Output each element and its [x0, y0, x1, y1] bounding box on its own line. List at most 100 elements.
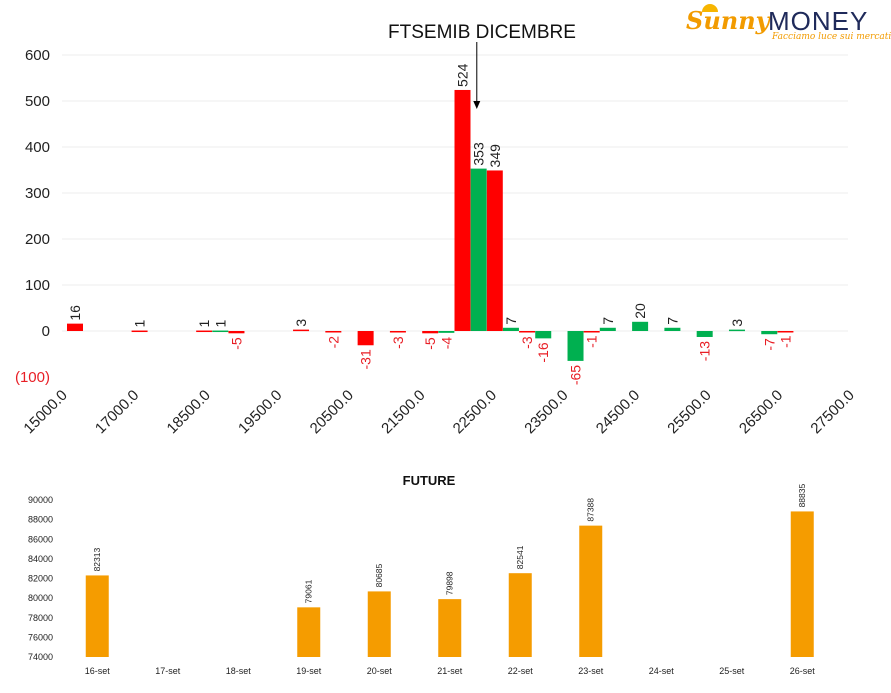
- brand-tagline: Facciamo luce sui mercati: [772, 32, 891, 42]
- data-label: -4: [438, 337, 454, 350]
- brand-name-part2: MONEY: [768, 6, 869, 36]
- y-tick-label: 600: [25, 47, 50, 64]
- y-tick-label: 90000: [28, 495, 53, 505]
- y-tick-label: 76000: [28, 632, 53, 642]
- data-label: 88835: [797, 484, 807, 508]
- bar: [196, 330, 213, 333]
- bar: [438, 331, 455, 333]
- y-tick-label: 78000: [28, 613, 53, 623]
- x-tick-label: 21500.0: [378, 387, 428, 437]
- data-label: 79061: [304, 579, 314, 603]
- y-tick-label: 200: [25, 231, 50, 248]
- x-tick-label: 22-set: [508, 666, 534, 676]
- bar: [454, 89, 471, 332]
- data-label: 524: [455, 63, 471, 87]
- bar: [367, 591, 391, 657]
- y-tick-label: 82000: [28, 574, 53, 584]
- data-label: -1: [584, 335, 600, 348]
- bar: [486, 170, 503, 331]
- bar: [519, 331, 536, 333]
- x-tick-label: 16-set: [85, 666, 111, 676]
- data-label: -3: [519, 336, 535, 349]
- brand-logo: Sunny MONEY Facciamo luce sui mercati: [684, 4, 891, 44]
- y-tick-label: 74000: [28, 652, 53, 662]
- x-tick-label: 19500.0: [235, 387, 285, 437]
- data-label: -7: [761, 338, 777, 351]
- data-label: -16: [535, 342, 551, 362]
- data-label: -31: [358, 349, 374, 369]
- data-label: -13: [697, 341, 713, 361]
- y-tick-label: 88000: [28, 515, 53, 525]
- bar: [389, 331, 406, 333]
- bar: [599, 327, 616, 331]
- brand-name-part1: Sunny: [686, 6, 770, 35]
- data-label: -5: [228, 337, 244, 350]
- bar: [761, 331, 778, 335]
- data-label: -1: [777, 335, 793, 348]
- open-interest-chart: (100) 0 100 200 300 400 500 600 FTSEMIB DICEMBRE…: [15, 22, 858, 437]
- x-tick-label: 21-set: [437, 666, 463, 676]
- x-tick-label: 24-set: [649, 666, 675, 676]
- chart-title: FTSEMIB DICEMBRE: [388, 22, 576, 43]
- data-label: 349: [487, 144, 503, 168]
- x-tick-label: 26-set: [790, 666, 816, 676]
- sun-icon: [702, 4, 718, 12]
- x-tick-label: 18-set: [226, 666, 252, 676]
- data-label: 16: [67, 305, 83, 321]
- data-label: 7: [503, 317, 519, 325]
- bar: [293, 329, 310, 332]
- data-label: 3: [293, 319, 309, 327]
- data-label: 7: [664, 317, 680, 325]
- bar: [357, 331, 374, 346]
- data-label: 80685: [374, 563, 384, 587]
- bar: [696, 331, 713, 337]
- y-tick-label: 86000: [28, 534, 53, 544]
- bar: [67, 323, 83, 331]
- data-label: 1: [212, 320, 228, 328]
- bar: [228, 331, 245, 334]
- x-tick-label: 18500.0: [164, 387, 214, 437]
- x-tick-label: 17-set: [155, 666, 181, 676]
- data-label: 82313: [92, 548, 102, 572]
- y-tick-label: 100: [25, 277, 50, 294]
- bar: [508, 573, 532, 657]
- data-label: 1: [196, 320, 212, 328]
- bar: [438, 599, 462, 657]
- x-tick-label: 20-set: [367, 666, 393, 676]
- y-tick-label: 300: [25, 185, 50, 202]
- bar: [470, 168, 487, 331]
- chart-title: FUTURE: [403, 473, 456, 488]
- bar: [583, 331, 600, 333]
- bar: [131, 330, 148, 333]
- y-tick-label: 84000: [28, 554, 53, 564]
- data-label: -5: [422, 337, 438, 350]
- bar: [567, 331, 584, 361]
- y-tick-label: 400: [25, 139, 50, 156]
- data-label: 3: [729, 319, 745, 327]
- bar: [777, 331, 794, 333]
- bar: [664, 327, 681, 331]
- annotation-arrowhead: [473, 101, 481, 109]
- x-tick-label: 17000.0: [92, 387, 142, 437]
- bar: [297, 607, 321, 657]
- x-tick-label: 25500.0: [664, 387, 714, 437]
- bar: [422, 331, 439, 334]
- x-tick-label: 15000.0: [20, 387, 70, 437]
- x-tick-label: 24500.0: [593, 387, 643, 437]
- bar: [325, 331, 342, 333]
- bar: [502, 327, 519, 331]
- bar: [790, 511, 814, 657]
- y-tick-label: (100): [15, 369, 50, 386]
- data-label: 79898: [445, 571, 455, 595]
- future-chart: FUTURE 74000 76000 78000 80000 82000 84000 8600…: [28, 473, 816, 676]
- data-label: -3: [390, 336, 406, 349]
- bar: [212, 330, 229, 333]
- data-label: 82541: [515, 545, 525, 569]
- x-tick-label: 22500.0: [450, 387, 500, 437]
- x-tick-label: 19-set: [296, 666, 322, 676]
- data-label: 1: [132, 320, 148, 328]
- x-tick-label: 20500.0: [307, 387, 357, 437]
- x-tick-label: 23500.0: [521, 387, 571, 437]
- bar: [728, 329, 745, 332]
- data-label: 7: [600, 317, 616, 325]
